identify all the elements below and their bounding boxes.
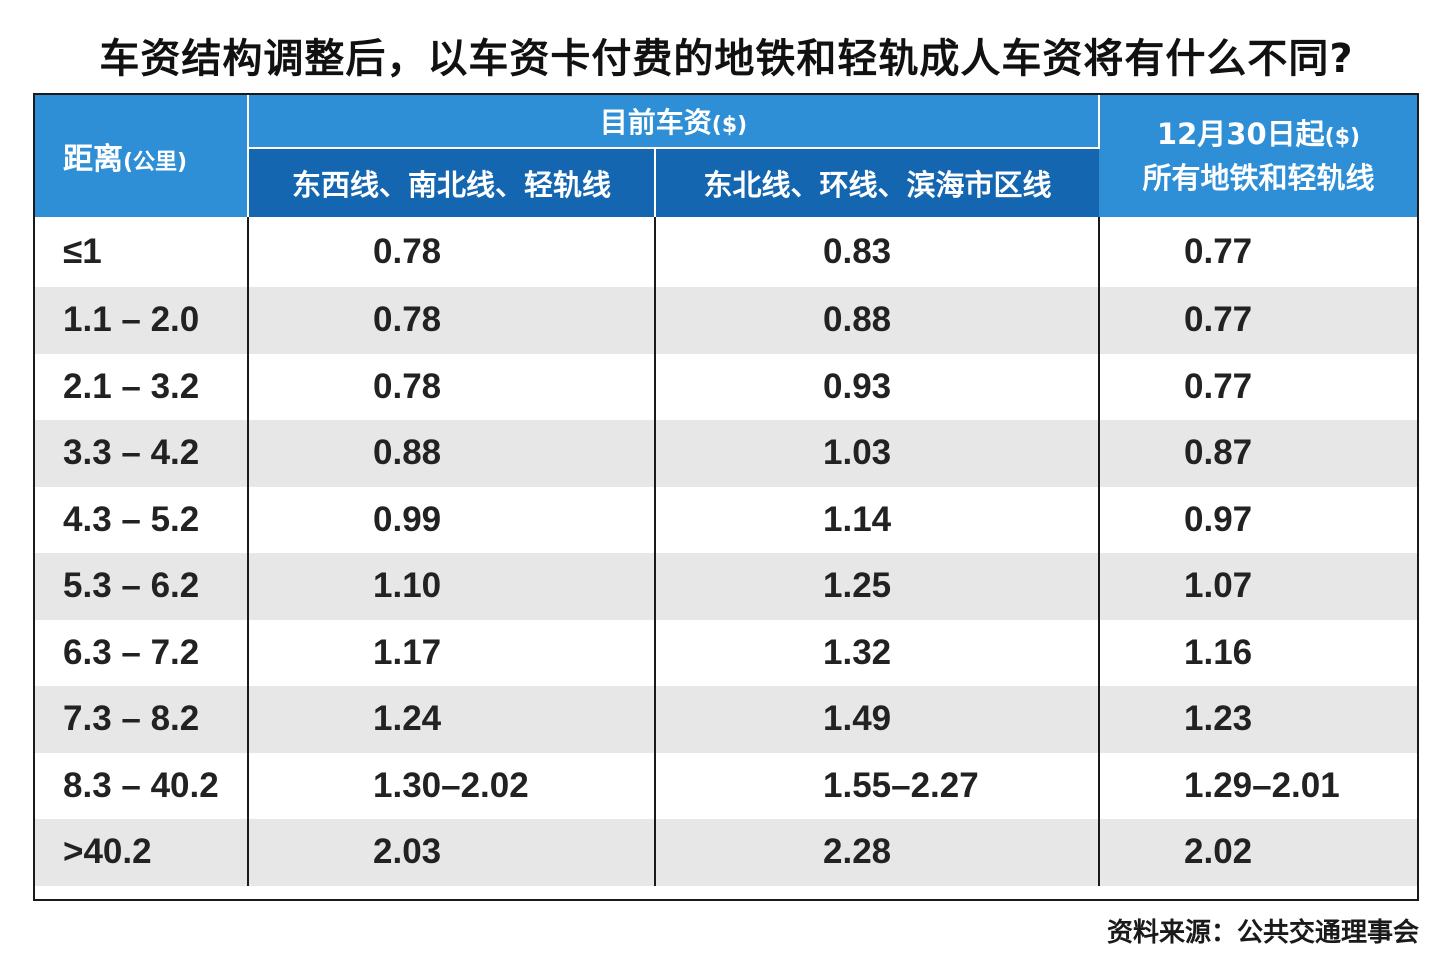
cell-distance: 6.3 – 7.2 (35, 619, 249, 686)
cell-ew-ns-lrt-fare: 0.78 (248, 353, 656, 420)
cell-distance: 3.3 – 4.2 (35, 420, 249, 487)
table-row: 1.1 – 2.0 0.78 0.88 0.77 (35, 287, 1417, 354)
table-row: 8.3 – 40.2 1.30–2.02 1.55–2.27 1.29–2.01 (35, 752, 1417, 819)
cell-new-fare: 1.16 (1099, 619, 1417, 686)
page-title: 车资结构调整后，以车资卡付费的地铁和轻轨成人车资将有什么不同? (99, 36, 1354, 82)
cell-new-fare: 0.77 (1099, 217, 1417, 287)
cell-new-fare: 1.29–2.01 (1099, 752, 1417, 819)
cell-ne-cc-dt-fare: 2.28 (655, 819, 1100, 886)
table-row: ≤1 0.78 0.83 0.77 (35, 217, 1417, 287)
cell-distance: ≤1 (35, 217, 249, 287)
cell-new-fare: 1.23 (1099, 686, 1417, 753)
cell-ne-cc-dt-fare: 0.83 (655, 217, 1100, 287)
cell-ne-cc-dt-fare: 1.32 (655, 619, 1100, 686)
cell-ne-cc-dt-fare: 0.93 (655, 353, 1100, 420)
header-current-fare-unit: ($) (711, 113, 748, 138)
cell-ew-ns-lrt-fare: 0.99 (248, 486, 656, 553)
cell-distance: >40.2 (35, 819, 249, 886)
cell-ne-cc-dt-fare: 1.55–2.27 (655, 752, 1100, 819)
cell-new-fare: 0.77 (1099, 287, 1417, 354)
cell-new-fare: 1.07 (1099, 553, 1417, 620)
table-row: 7.3 – 8.2 1.24 1.49 1.23 (35, 686, 1417, 753)
cell-ew-ns-lrt-fare: 0.78 (248, 287, 656, 354)
cell-ne-cc-dt-fare: 1.14 (655, 486, 1100, 553)
cell-new-fare: 0.77 (1099, 353, 1417, 420)
cell-distance: 8.3 – 40.2 (35, 752, 249, 819)
header-distance-unit: (公里) (123, 150, 188, 175)
header-ew-ns-lrt: 东西线、南北线、轻轨线 (248, 148, 656, 217)
header-new-fare-unit: ($) (1324, 125, 1361, 150)
cell-distance: 1.1 – 2.0 (35, 287, 249, 354)
cell-ew-ns-lrt-fare: 2.03 (248, 819, 656, 886)
table-row: 6.3 – 7.2 1.17 1.32 1.16 (35, 619, 1417, 686)
cell-ew-ns-lrt-fare: 1.17 (248, 619, 656, 686)
table-row: 5.3 – 6.2 1.10 1.25 1.07 (35, 553, 1417, 620)
cell-ne-cc-dt-fare: 1.25 (655, 553, 1100, 620)
table-row: >40.2 2.03 2.28 2.02 (35, 819, 1417, 886)
cell-ne-cc-dt-fare: 0.88 (655, 287, 1100, 354)
cell-ew-ns-lrt-fare: 1.30–2.02 (248, 752, 656, 819)
cell-new-fare: 0.97 (1099, 486, 1417, 553)
table-body: ≤1 0.78 0.83 0.77 1.1 – 2.0 0.78 0.88 0.77 2.1 –… (35, 217, 1417, 886)
cell-ne-cc-dt-fare: 1.03 (655, 420, 1100, 487)
header-distance-label: 距离 (63, 142, 123, 177)
header-new-fare: 12月30日起($) 所有地铁和轻轨线 (1099, 95, 1417, 217)
fare-table-grid: 距离(公里) 目前车资($) 12月30日起($) 所有地铁和轻轨线 东西线、南… (35, 95, 1417, 886)
fare-table: 距离(公里) 目前车资($) 12月30日起($) 所有地铁和轻轨线 东西线、南… (33, 93, 1419, 901)
header-current-fare: 目前车资($) (248, 95, 1100, 149)
table-header: 距离(公里) 目前车资($) 12月30日起($) 所有地铁和轻轨线 东西线、南… (35, 95, 1417, 217)
header-new-fare-date-label: 12月30日起 (1156, 117, 1325, 151)
header-new-fare-lines: 所有地铁和轻轨线 (1142, 161, 1375, 195)
header-ne-cc-dt: 东北线、环线、滨海市区线 (655, 148, 1099, 217)
cell-ew-ns-lrt-fare: 1.24 (248, 686, 656, 753)
table-row: 4.3 – 5.2 0.99 1.14 0.97 (35, 486, 1417, 553)
cell-ne-cc-dt-fare: 1.49 (655, 686, 1100, 753)
cell-distance: 4.3 – 5.2 (35, 486, 249, 553)
source-note: 资料来源：公共交通理事会 (1106, 918, 1419, 948)
header-new-fare-date: 12月30日起($) (1100, 114, 1417, 158)
cell-new-fare: 2.02 (1099, 819, 1417, 886)
cell-ew-ns-lrt-fare: 1.10 (248, 553, 656, 620)
cell-ew-ns-lrt-fare: 0.88 (248, 420, 656, 487)
cell-distance: 5.3 – 6.2 (35, 553, 249, 620)
cell-new-fare: 0.87 (1099, 420, 1417, 487)
cell-ew-ns-lrt-fare: 0.78 (248, 217, 656, 287)
table-row: 2.1 – 3.2 0.78 0.93 0.77 (35, 353, 1417, 420)
table-row: 3.3 – 4.2 0.88 1.03 0.87 (35, 420, 1417, 487)
cell-distance: 2.1 – 3.2 (35, 353, 249, 420)
header-current-fare-label: 目前车资 (599, 106, 712, 139)
header-distance: 距离(公里) (35, 95, 249, 217)
cell-distance: 7.3 – 8.2 (35, 686, 249, 753)
